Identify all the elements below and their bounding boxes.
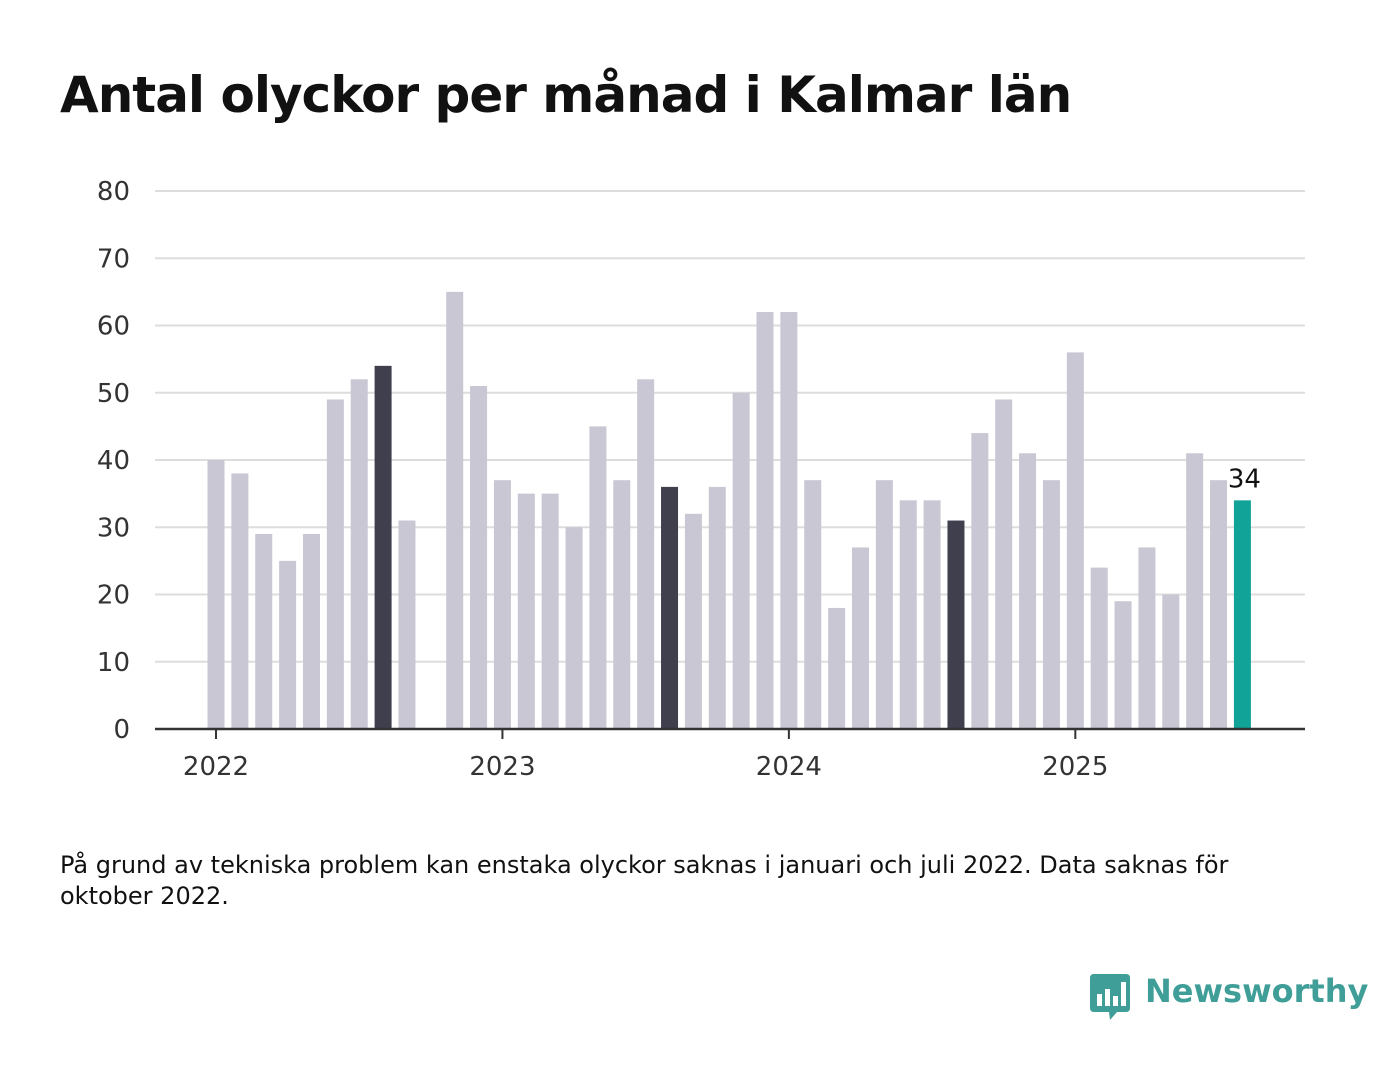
x-tick-label: 2024	[756, 752, 822, 782]
bar	[255, 533, 273, 729]
bar	[661, 486, 679, 729]
labels: 0 10 20 30 40 50 60 70 80 2022 2023 2024 2025 34	[97, 177, 1261, 782]
bar	[875, 480, 893, 729]
x-tick-label: 2023	[469, 752, 535, 782]
bar	[350, 379, 368, 729]
bar	[780, 312, 798, 729]
bar	[398, 520, 416, 729]
bar	[1162, 594, 1180, 729]
gridlines	[155, 190, 1305, 663]
bar	[1138, 547, 1156, 729]
bar	[851, 547, 869, 729]
bar	[995, 399, 1013, 729]
bar	[637, 379, 655, 729]
bar	[1233, 500, 1251, 729]
brand-logo[interactable]: Newsworthy	[1090, 970, 1368, 1026]
bar	[1090, 567, 1108, 729]
newsworthy-logo-icon	[1090, 974, 1130, 1020]
bar	[828, 607, 846, 729]
bar	[613, 480, 631, 729]
chart-title: Antal olyckor per månad i Kalmar län	[60, 66, 1072, 124]
x-tick-label: 2022	[183, 752, 249, 782]
y-tick-label: 0	[113, 715, 130, 745]
bar	[493, 480, 511, 729]
bar	[756, 312, 774, 729]
y-tick-label: 40	[97, 446, 130, 476]
y-tick-label: 70	[97, 244, 130, 274]
bar	[971, 433, 989, 729]
footnote: På grund av tekniska problem kan enstaka…	[60, 851, 1229, 910]
bar	[326, 399, 344, 729]
bar	[541, 493, 559, 729]
data-label: 34	[1228, 464, 1261, 494]
brand-name: Newsworthy	[1145, 972, 1369, 1010]
bar	[374, 365, 392, 729]
bar	[1210, 480, 1228, 729]
bar	[1019, 453, 1037, 729]
bar	[708, 486, 726, 729]
bar-chart: 0 10 20 30 40 50 60 70 80 2022 2023 2024 2025 34	[97, 177, 1305, 782]
bar	[207, 460, 225, 729]
bar	[446, 291, 464, 729]
bar	[947, 520, 965, 729]
bar	[279, 560, 297, 729]
bars	[207, 291, 1251, 729]
y-tick-label: 50	[97, 379, 130, 409]
x-tick-label: 2025	[1042, 752, 1108, 782]
bar	[684, 513, 702, 729]
y-tick-label: 60	[97, 312, 130, 342]
y-tick-label: 30	[97, 513, 130, 543]
bar	[804, 480, 822, 729]
bar	[1186, 453, 1204, 729]
bar	[589, 426, 607, 729]
bar	[470, 386, 488, 729]
bar	[517, 493, 535, 729]
y-tick-label: 20	[97, 581, 130, 611]
bar	[1114, 601, 1132, 729]
bar	[1042, 480, 1060, 729]
bar	[302, 533, 320, 729]
bar	[231, 473, 249, 729]
bar	[732, 392, 750, 729]
bar	[565, 527, 583, 729]
bar	[1066, 352, 1084, 729]
axes	[155, 727, 1305, 739]
y-tick-label: 10	[97, 648, 130, 678]
bar	[899, 500, 917, 729]
y-tick-label: 80	[97, 177, 130, 207]
bar	[923, 500, 941, 729]
